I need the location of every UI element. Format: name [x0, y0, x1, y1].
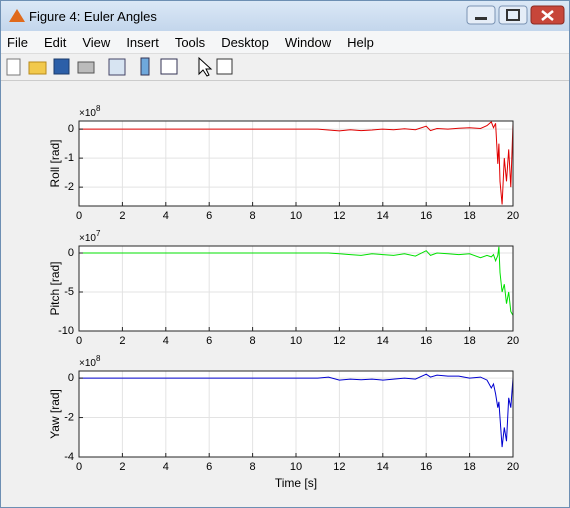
y-tick-label: -4	[64, 451, 74, 463]
multiplier-power: 8	[96, 104, 101, 113]
minimize-glyph	[475, 17, 487, 20]
menu-bar: File Edit View Insert Tools Desktop Window Help	[1, 31, 569, 53]
x-tick-label: 20	[507, 461, 519, 473]
y-tick-label: 0	[68, 247, 74, 259]
y-tick-label: -1	[64, 152, 74, 164]
x-tick-label: 12	[333, 461, 345, 473]
x-tick-label: 2	[119, 335, 125, 347]
y-axis-label: Roll [rad]	[48, 139, 62, 187]
x-tick-label: 16	[420, 461, 432, 473]
x-axis-label: Time [s]	[275, 476, 317, 490]
menu-item[interactable]: File	[7, 34, 28, 50]
maximize-button[interactable]	[498, 5, 528, 25]
y-tick-label: 0	[68, 372, 74, 384]
multiplier-base: ×10	[79, 233, 96, 244]
axis-multiplier: ×108	[79, 104, 101, 119]
x-tick-label: 4	[163, 210, 169, 222]
x-tick-label: 2	[119, 210, 125, 222]
menu-item[interactable]: Tools	[174, 34, 206, 50]
menu-item[interactable]: Edit	[43, 34, 67, 50]
y-tick-label: 0	[68, 123, 74, 135]
x-tick-label: 8	[250, 461, 256, 473]
x-tick-label: 16	[420, 210, 432, 222]
title-bar: Figure 4: Euler Angles	[1, 1, 569, 31]
menu-item[interactable]: Window	[284, 34, 332, 50]
x-tick-label: 0	[76, 461, 82, 473]
x-tick-label: 4	[163, 335, 169, 347]
toolbar	[1, 53, 569, 81]
menu-item[interactable]: Desktop	[221, 34, 269, 50]
x-tick-label: 18	[463, 210, 475, 222]
edit-plot-button[interactable]	[108, 58, 126, 76]
x-tick-label: 12	[333, 210, 345, 222]
x-tick-label: 6	[206, 461, 212, 473]
multiplier-power: 8	[96, 354, 101, 363]
toolbar-icons	[6, 56, 233, 77]
axis-multiplier: ×107	[79, 229, 101, 244]
print-button[interactable]	[77, 61, 95, 74]
x-tick-label: 20	[507, 335, 519, 347]
pointer-button[interactable]	[198, 56, 213, 77]
x-tick-label: 14	[377, 335, 389, 347]
data-line	[79, 246, 514, 316]
new-button[interactable]	[6, 58, 21, 76]
property-editor-button[interactable]	[216, 58, 233, 75]
menu-item[interactable]: Help	[347, 34, 374, 50]
y-tick-label: -10	[58, 325, 74, 337]
save-button[interactable]	[53, 58, 70, 75]
legend-button[interactable]	[160, 58, 178, 75]
x-tick-label: 6	[206, 335, 212, 347]
y-tick-label: -5	[64, 286, 74, 298]
window-buttons	[466, 5, 565, 25]
x-tick-label: 0	[76, 335, 82, 347]
menu-item[interactable]: Insert	[126, 34, 159, 50]
multiplier-base: ×10	[79, 108, 96, 119]
minimize-button[interactable]	[466, 5, 496, 25]
menu-item[interactable]: View	[82, 34, 111, 50]
x-tick-label: 0	[76, 210, 82, 222]
data-line	[79, 121, 514, 205]
x-tick-label: 16	[420, 335, 432, 347]
x-tick-label: 12	[333, 335, 345, 347]
close-glyph	[541, 10, 554, 21]
data-line	[79, 373, 514, 448]
x-tick-label: 8	[250, 210, 256, 222]
x-tick-label: 2	[119, 461, 125, 473]
y-axis-label: Yaw [rad]	[48, 389, 62, 439]
window-title: Figure 4: Euler Angles	[29, 9, 157, 24]
x-tick-label: 4	[163, 461, 169, 473]
multiplier-power: 7	[96, 229, 101, 238]
x-tick-label: 10	[290, 335, 302, 347]
x-tick-label: 8	[250, 335, 256, 347]
y-tick-label: -2	[64, 411, 74, 423]
x-tick-label: 18	[463, 335, 475, 347]
maximize-glyph	[506, 9, 520, 21]
colorbar-button[interactable]	[140, 57, 150, 76]
x-tick-label: 10	[290, 210, 302, 222]
multiplier-base: ×10	[79, 358, 96, 369]
app-icon	[9, 9, 25, 22]
y-tick-label: -2	[64, 181, 74, 193]
x-tick-label: 14	[377, 461, 389, 473]
axis-multiplier: ×108	[79, 354, 101, 369]
y-axis-label: Pitch [rad]	[48, 261, 62, 315]
x-tick-label: 14	[377, 210, 389, 222]
x-tick-label: 20	[507, 210, 519, 222]
open-button[interactable]	[28, 61, 47, 75]
x-tick-label: 10	[290, 461, 302, 473]
x-tick-label: 18	[463, 461, 475, 473]
x-tick-label: 6	[206, 210, 212, 222]
